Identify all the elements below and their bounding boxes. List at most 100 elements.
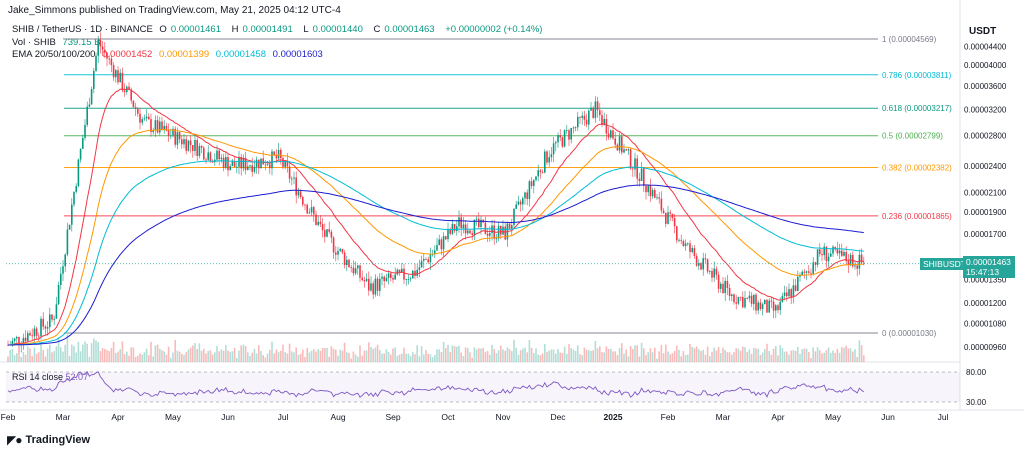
candle-body [18, 336, 20, 345]
volume-bar [557, 348, 559, 362]
candle-body [522, 198, 524, 205]
candle-body [392, 277, 394, 280]
candle-body [77, 159, 80, 187]
candle-body [258, 159, 260, 169]
candle-body [390, 273, 392, 278]
volume-bar [381, 353, 383, 362]
volume-bar [614, 351, 616, 362]
volume-bar [18, 344, 20, 362]
candle-body [27, 333, 29, 342]
candle-body [528, 181, 531, 199]
volume-bar [394, 347, 396, 362]
candle-body [231, 161, 234, 167]
volume-bar [603, 352, 605, 362]
volume-bar [757, 348, 759, 362]
candle-body [552, 143, 555, 155]
volume-bar [812, 347, 814, 362]
volume-bar [506, 347, 509, 362]
volume-bar [502, 349, 504, 362]
candle-body [537, 170, 539, 177]
time-tick-2: Apr [111, 412, 124, 422]
ema-label[interactable]: EMA 20/50/100/200 [12, 49, 96, 60]
volume-bar [799, 353, 801, 362]
candle-body [53, 318, 55, 320]
volume-bar [286, 353, 289, 362]
volume-bar [368, 342, 370, 362]
volume-bar [627, 356, 630, 362]
candle-body [654, 190, 656, 198]
volume-bar [588, 350, 590, 362]
volume-bar [429, 354, 432, 362]
candle-body [438, 239, 440, 246]
candle-body [838, 250, 841, 254]
candle-body [286, 160, 289, 167]
volume-bar [526, 352, 528, 362]
candle-body [781, 295, 784, 302]
candle-body [304, 204, 306, 206]
volume-bar [480, 348, 482, 362]
volume-bar [134, 356, 137, 362]
volume-bar [310, 350, 313, 362]
candle-body [513, 208, 515, 226]
volume-label[interactable]: Vol · SHIB [12, 37, 56, 48]
volume-bar [339, 349, 341, 362]
candle-body [293, 177, 295, 179]
volume-bar [258, 345, 260, 362]
volume-bar [104, 348, 106, 362]
candle-body [251, 165, 253, 172]
volume-bar [288, 343, 291, 362]
volume-bar [592, 350, 594, 362]
candle-body [236, 166, 238, 168]
volume-bar [486, 350, 489, 362]
candle-body [101, 46, 104, 50]
volume-bar [691, 346, 693, 362]
volume-bar [665, 344, 667, 362]
time-tick-16: Jun [881, 412, 895, 422]
volume-bar [229, 351, 231, 362]
volume-bar [51, 352, 53, 362]
candle-body [244, 157, 247, 170]
candle-body [671, 213, 674, 218]
volume-bar [706, 346, 709, 362]
candle-body [60, 273, 62, 286]
candle-body [651, 190, 654, 197]
volume-bar [269, 349, 271, 362]
volume-bar [546, 351, 548, 362]
candle-body [753, 294, 755, 304]
candle-body [863, 262, 865, 264]
candle-body [49, 314, 51, 328]
volume-bar [827, 347, 830, 362]
volume-bar [240, 345, 242, 362]
volume-bar [722, 347, 724, 362]
volume-bar [216, 345, 218, 362]
volume-bar [682, 351, 685, 362]
candle-body [302, 196, 304, 205]
volume-bar [746, 351, 748, 362]
candle-body [143, 118, 146, 120]
candle-body [288, 166, 291, 179]
rsi-label-text[interactable]: RSI 14 close [12, 372, 64, 382]
volume-bar [200, 350, 203, 362]
tradingview-logo[interactable]: ◤● TradingView [7, 433, 90, 447]
candle-body [643, 168, 645, 186]
candle-body [816, 249, 819, 265]
volume-bar [284, 352, 286, 362]
candle-body [737, 296, 740, 304]
candle-body [203, 147, 205, 160]
volume-bar [57, 336, 60, 362]
symbol-name[interactable]: SHIB / TetherUS · 1D · BINANCE [12, 24, 153, 35]
candle-body [282, 158, 284, 167]
volume-bar [445, 347, 447, 362]
volume-bar [332, 348, 335, 362]
volume-bar [834, 353, 836, 362]
candle-body [104, 49, 106, 53]
candle-body [95, 55, 97, 71]
volume-bar [139, 353, 141, 362]
candle-body [858, 254, 861, 269]
volume-bar [319, 350, 322, 362]
volume-bar [35, 353, 38, 362]
volume-bar [759, 354, 762, 362]
volume-bar [348, 352, 350, 362]
volume-bar [568, 344, 570, 362]
